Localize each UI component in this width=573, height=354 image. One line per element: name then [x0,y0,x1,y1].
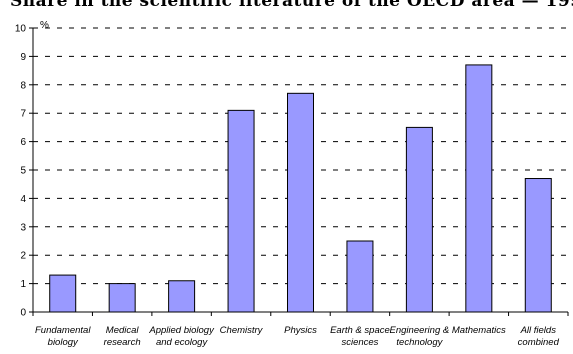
category-label-4: Physics [284,325,317,336]
axes [29,27,569,316]
y-tick-label-0: 0 [20,308,26,319]
category-label-0: Fundamental biology [35,325,91,348]
y-tick-label-9: 9 [20,52,26,63]
y-tick-label-8: 8 [20,80,26,91]
bar-4 [287,92,314,313]
bar-7 [465,64,493,313]
bar-2 [168,280,196,313]
y-tick-label-7: 7 [20,109,26,120]
y-tick-label-10: 10 [15,24,27,35]
bar-1 [108,283,136,313]
y-tick-label-2: 2 [20,251,26,262]
y-tick-label-5: 5 [20,166,26,177]
y-tick-label-4: 4 [20,194,26,205]
category-label-6: Engineering & technology [390,325,450,348]
category-label-8: All fields combined [518,325,560,348]
x-category-labels: Fundamental biology Medical research Applied… [35,325,560,348]
y-tick-labels: 0 1 2 3 4 5 6 7 8 9 10 [15,24,27,319]
category-label-1: Medical research [104,325,141,348]
category-label-3: Chemistry [220,325,264,336]
category-label-7: Mathematics [452,325,506,336]
bars [49,64,552,313]
bar-5 [346,240,374,313]
y-tick-label-3: 3 [20,222,26,233]
y-tick-label-6: 6 [20,137,26,148]
y-unit-label: % [40,20,49,31]
y-tick-label-1: 1 [20,279,26,290]
chart-title: Share in the scientific literature of th… [10,0,573,11]
bar-0 [49,274,77,313]
bar-6 [405,126,433,313]
category-label-5: Earth & space sciences [330,325,390,348]
bar-3 [227,109,255,313]
bar-8 [524,178,552,313]
chart-title-region: Share in the scientific literature of th… [0,0,573,16]
category-label-2: Applied biology and ecology [148,325,215,348]
